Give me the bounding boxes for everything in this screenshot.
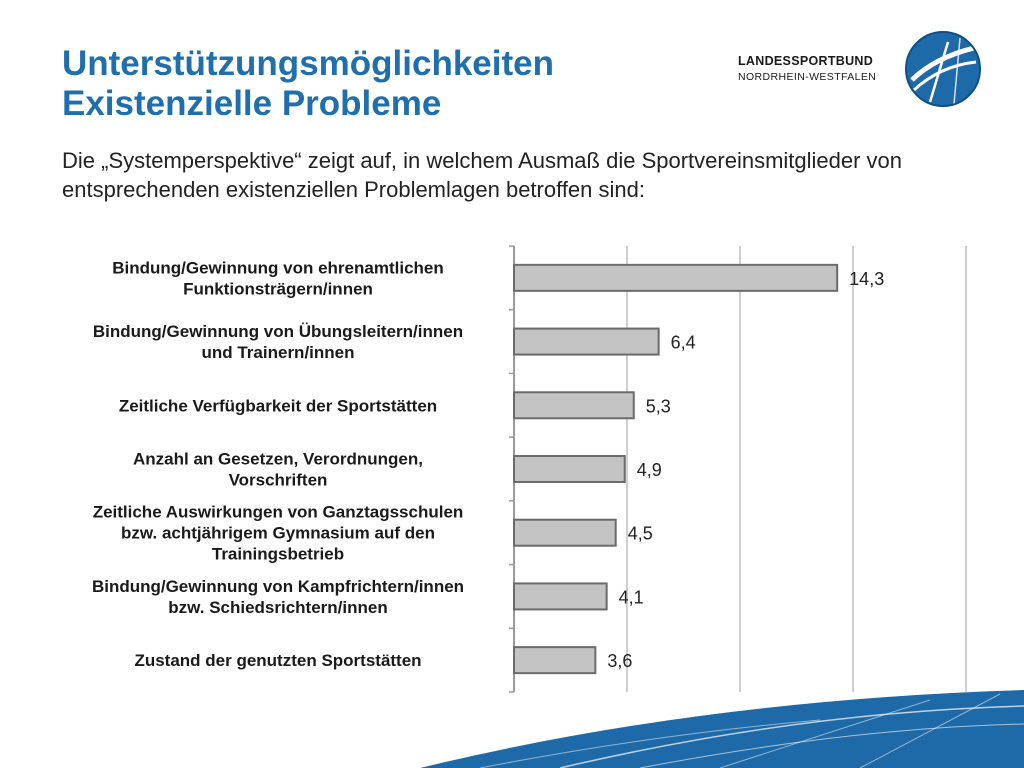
category-label-5: Bindung/Gewinnung von Kampfrichtern/inne…: [92, 577, 464, 617]
value-label-3: 4,9: [637, 460, 662, 480]
slide-title-line2: Existenzielle Probleme: [62, 84, 442, 123]
category-label-5-line-0: Bindung/Gewinnung von Kampfrichtern/inne…: [92, 577, 464, 596]
category-label-3-line-1: Vorschriften: [229, 471, 328, 490]
category-label-3: Anzahl an Gesetzen, Verordnungen, Vorschr…: [133, 450, 423, 490]
logo-line2: NORDRHEIN-WESTFALEN: [738, 71, 877, 83]
value-label-0: 14,3: [849, 269, 884, 289]
category-label-6: Zustand der genutzten Sportstätten: [134, 651, 421, 670]
value-label-4: 4,5: [628, 524, 653, 544]
category-label-1: Bindung/Gewinnung von Übungsleitern/inne…: [93, 322, 463, 362]
bar-2: [513, 391, 635, 420]
bar-6: [513, 646, 597, 675]
value-label-1: 6,4: [671, 333, 696, 353]
bar-4: [513, 518, 617, 547]
intro-text: Die „Systemperspektive“ zeigt auf, in we…: [62, 148, 903, 202]
bar-1: [513, 327, 660, 356]
bar-3: [513, 455, 626, 483]
lsb-globe-icon: [905, 31, 981, 107]
category-label-1-line-0: Bindung/Gewinnung von Übungsleitern/inne…: [93, 322, 463, 341]
category-label-3-line-0: Anzahl an Gesetzen, Verordnungen,: [133, 450, 423, 469]
bar-5: [513, 582, 608, 611]
category-label-4-line-2: Trainingsbetrieb: [212, 545, 344, 564]
value-label-6: 3,6: [607, 651, 632, 671]
category-label-4-line-1: bzw. achtjährigem Gymnasium auf den: [121, 524, 435, 543]
category-label-2: Zeitliche Verfügbarkeit der Sportstätten: [119, 396, 437, 415]
chart-bars: [513, 263, 839, 675]
category-label-0-line-0: Bindung/Gewinnung von ehrenamtlichen: [112, 258, 444, 277]
category-label-4-line-0: Zeitliche Auswirkungen von Ganztagsschul…: [93, 503, 464, 522]
chart-category-labels: Bindung/Gewinnung von ehrenamtlichen Funk…: [92, 258, 464, 670]
category-label-4: Zeitliche Auswirkungen von Ganztagsschul…: [93, 503, 464, 564]
slide-title-line1: Unterstützungsmöglichkeiten: [62, 44, 554, 83]
logo-line1: LANDESSPORTBUND: [738, 54, 874, 68]
bar-0: [513, 263, 839, 292]
category-label-0: Bindung/Gewinnung von ehrenamtlichen Funk…: [112, 258, 444, 298]
value-label-5: 4,1: [619, 587, 644, 607]
logo: LANDESSPORTBUND NORDRHEIN-WESTFALEN: [738, 28, 990, 110]
slide-title: Unterstützungsmöglichkeiten Existenziell…: [62, 44, 742, 124]
category-label-6-line-0: Zustand der genutzten Sportstätten: [134, 651, 421, 670]
value-label-2: 5,3: [646, 396, 671, 416]
category-label-2-line-0: Zeitliche Verfügbarkeit der Sportstätten: [119, 396, 437, 415]
chart-value-labels: 14,3 6,4 5,3 4,9 4,5 4,1 3,6: [607, 269, 884, 671]
category-label-0-line-1: Funktionsträgern/innen: [183, 279, 373, 298]
category-label-1-line-1: und Trainern/innen: [201, 343, 354, 362]
category-label-5-line-1: bzw. Schiedsrichtern/innen: [168, 598, 387, 617]
logo-text: LANDESSPORTBUND NORDRHEIN-WESTFALEN: [738, 54, 898, 83]
